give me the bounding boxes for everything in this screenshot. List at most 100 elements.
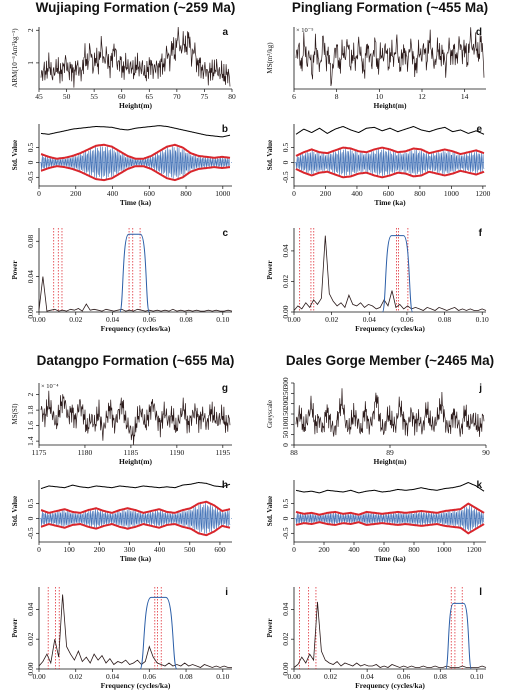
dales-filter-filtered (295, 505, 485, 532)
datangpo-series-xtick-label: 1175 (32, 448, 47, 457)
pingliang-filter-xtick-label: 1000 (444, 189, 459, 198)
wujiaping-series-panel-label: a (222, 27, 228, 38)
pingliang-spectrum-bandpass (381, 235, 414, 313)
datangpo-filter-upper-curve (40, 482, 231, 490)
datangpo-filter-envelope-lower (40, 522, 231, 537)
wujiaping-filter-envelope-upper (40, 143, 231, 160)
wujiaping-spectrum-xtick-label: 0.02 (69, 315, 82, 324)
pingliang-filter-xtick-label: 200 (320, 189, 332, 198)
pingliang-series-xtick-label: 8 (335, 92, 339, 101)
wujiaping-filter-xlabel: Time (ka) (120, 198, 152, 207)
pingliang-series-line (295, 27, 485, 87)
dales-series-ytick-label: 150 (281, 408, 290, 420)
datangpo-spectrum-xlabel: Frequency (cycles/ka) (101, 681, 171, 690)
wujiaping-filter-ytick-label: 0.5 (26, 143, 35, 153)
datangpo-filter-ytick-label: 0 (26, 516, 35, 520)
pingliang-filter-filtered (295, 148, 485, 177)
wujiaping-series-xlabel: Height(m) (119, 101, 152, 110)
dales-spectrum-bandpass (445, 602, 472, 670)
dales-spectrum-ytick-label: 0.00 (281, 662, 290, 675)
pingliang-filter-xtick-label: 1200 (475, 189, 490, 198)
datangpo-series-xtick-label: 1180 (78, 448, 93, 457)
datangpo-series-panel-label: g (222, 383, 228, 394)
wujiaping-series-xtick-label: 55 (90, 92, 98, 101)
dales-spectrum-ytick-label: 0.04 (281, 603, 290, 616)
pingliang-series-ylabel: MS(m³/kg) (266, 42, 274, 74)
dales-series-ytick-label: 100 (281, 418, 290, 430)
pingliang-filter-xtick-label: 800 (414, 189, 426, 198)
pingliang-series-xtick-label: 12 (418, 92, 426, 101)
wujiaping-spectrum-xlabel: Frequency (cycles/ka) (101, 324, 171, 333)
dales-filter-xlabel: Time (ka) (374, 554, 406, 563)
wujiaping-series-xtick-label: 45 (35, 92, 43, 101)
wujiaping-spectrum-ytick-label: 0.04 (26, 270, 35, 283)
datangpo-filter-xtick-label: 200 (94, 545, 106, 554)
datangpo-series-ylabel: MS(SI) (11, 403, 19, 425)
wujiaping-spectrum-xtick-label: 0.10 (216, 315, 229, 324)
datangpo-filter-xtick-label: 300 (124, 545, 136, 554)
wujiaping-filter-panel-label: b (222, 124, 228, 135)
datangpo-spectrum-panel-label: i (225, 587, 228, 598)
dales-filter-ytick-label: -0.5 (281, 527, 290, 539)
dales-filter-axes (293, 480, 486, 543)
wujiaping-series-xtick-label: 70 (173, 92, 181, 101)
wujiaping-filter-ytick-label: -0.5 (26, 171, 35, 183)
datangpo-spectrum-xtick-label: 0.00 (32, 672, 45, 681)
pingliang-filter-xtick-label: 600 (383, 189, 395, 198)
pingliang-filter-upper-curve (295, 125, 485, 135)
dales-filter-panel-label: k (476, 480, 482, 491)
wujiaping-filter-filtered (40, 146, 231, 179)
pingliang-spectrum-panel-label: f (479, 228, 483, 239)
datangpo-spectrum-ytick-label: 0.00 (26, 662, 35, 675)
pingliang-spectrum-ytick-label: 0.04 (281, 244, 290, 257)
datangpo-filter-xtick-label: 600 (214, 545, 226, 554)
datangpo-series-exponent: × 10⁻⁴ (41, 383, 59, 390)
datangpo-filter-xtick-label: 500 (184, 545, 196, 554)
datangpo-series-line (40, 390, 231, 446)
pingliang-series-xtick-label: 14 (461, 92, 469, 101)
dales-filter-xtick-label: 400 (348, 545, 360, 554)
dales-spectrum-xlabel: Frequency (cycles/ka) (355, 681, 425, 690)
datangpo-filter-filtered (40, 502, 231, 534)
wujiaping-filter-ylabel: Std. Value (11, 140, 19, 170)
wujiaping-spectrum-xtick-label: 0.08 (179, 315, 192, 324)
datangpo-spectrum-xtick-label: 0.02 (69, 672, 82, 681)
wujiaping-filter-xtick-label: 400 (107, 189, 119, 198)
pingliang-spectrum-xtick-label: 0.02 (325, 315, 338, 324)
datangpo-filter-xlabel: Time (ka) (120, 554, 152, 563)
wujiaping-title: Wujiaping Formation (~259 Ma) (36, 0, 236, 15)
pingliang-filter-xlabel: Time (ka) (374, 198, 406, 207)
dales-series-panel-label: j (478, 383, 482, 394)
dales-series-ytick-label: 50 (281, 431, 290, 439)
dales-series-xtick-label: 88 (290, 448, 298, 457)
wujiaping-spectrum-ytick-label: 0.08 (26, 234, 35, 247)
datangpo-filter-ytick-label: -0.5 (26, 527, 35, 539)
pingliang-filter-ytick-label: -0.5 (281, 171, 290, 183)
pingliang-spectrum-xtick-label: 0.06 (400, 315, 413, 324)
dales-spectrum-spectrum-line (293, 601, 487, 668)
wujiaping-series-line (40, 26, 231, 88)
pingliang-series-xtick-label: 6 (292, 92, 296, 101)
wujiaping-series-ylabel: ARM(10⁻⁶Am²kg⁻¹) (11, 28, 19, 88)
pingliang-filter-ylabel: Std. Value (266, 140, 274, 170)
pingliang-spectrum-xlabel: Frequency (cycles/ka) (355, 324, 425, 333)
dales-series-line (295, 388, 485, 437)
wujiaping-series-xtick-label: 60 (118, 92, 126, 101)
datangpo-spectrum-xtick-label: 0.06 (143, 672, 156, 681)
dales-series-xtick-label: 89 (386, 448, 394, 457)
datangpo-series-ytick-label: 2 (26, 393, 35, 397)
dales-filter-xtick-label: 0 (292, 545, 296, 554)
datangpo-filter-panel-label: h (222, 480, 228, 491)
wujiaping-spectrum-axes (38, 228, 232, 313)
datangpo-spectrum-ytick-label: 0.02 (26, 632, 35, 645)
datangpo-series-xtick-label: 1195 (215, 448, 230, 457)
dales-series-ytick-label: 0 (281, 443, 290, 447)
dales-filter-upper-curve (295, 481, 485, 494)
pingliang-filter-envelope-upper (295, 146, 485, 157)
wujiaping-spectrum-panel-label: c (222, 228, 228, 239)
wujiaping-series-ytick-label: 2 (26, 28, 35, 32)
dales-spectrum-ylabel: Power (266, 618, 274, 637)
wujiaping-filter-axes (38, 124, 232, 187)
pingliang-filter-xtick-label: 0 (292, 189, 296, 198)
